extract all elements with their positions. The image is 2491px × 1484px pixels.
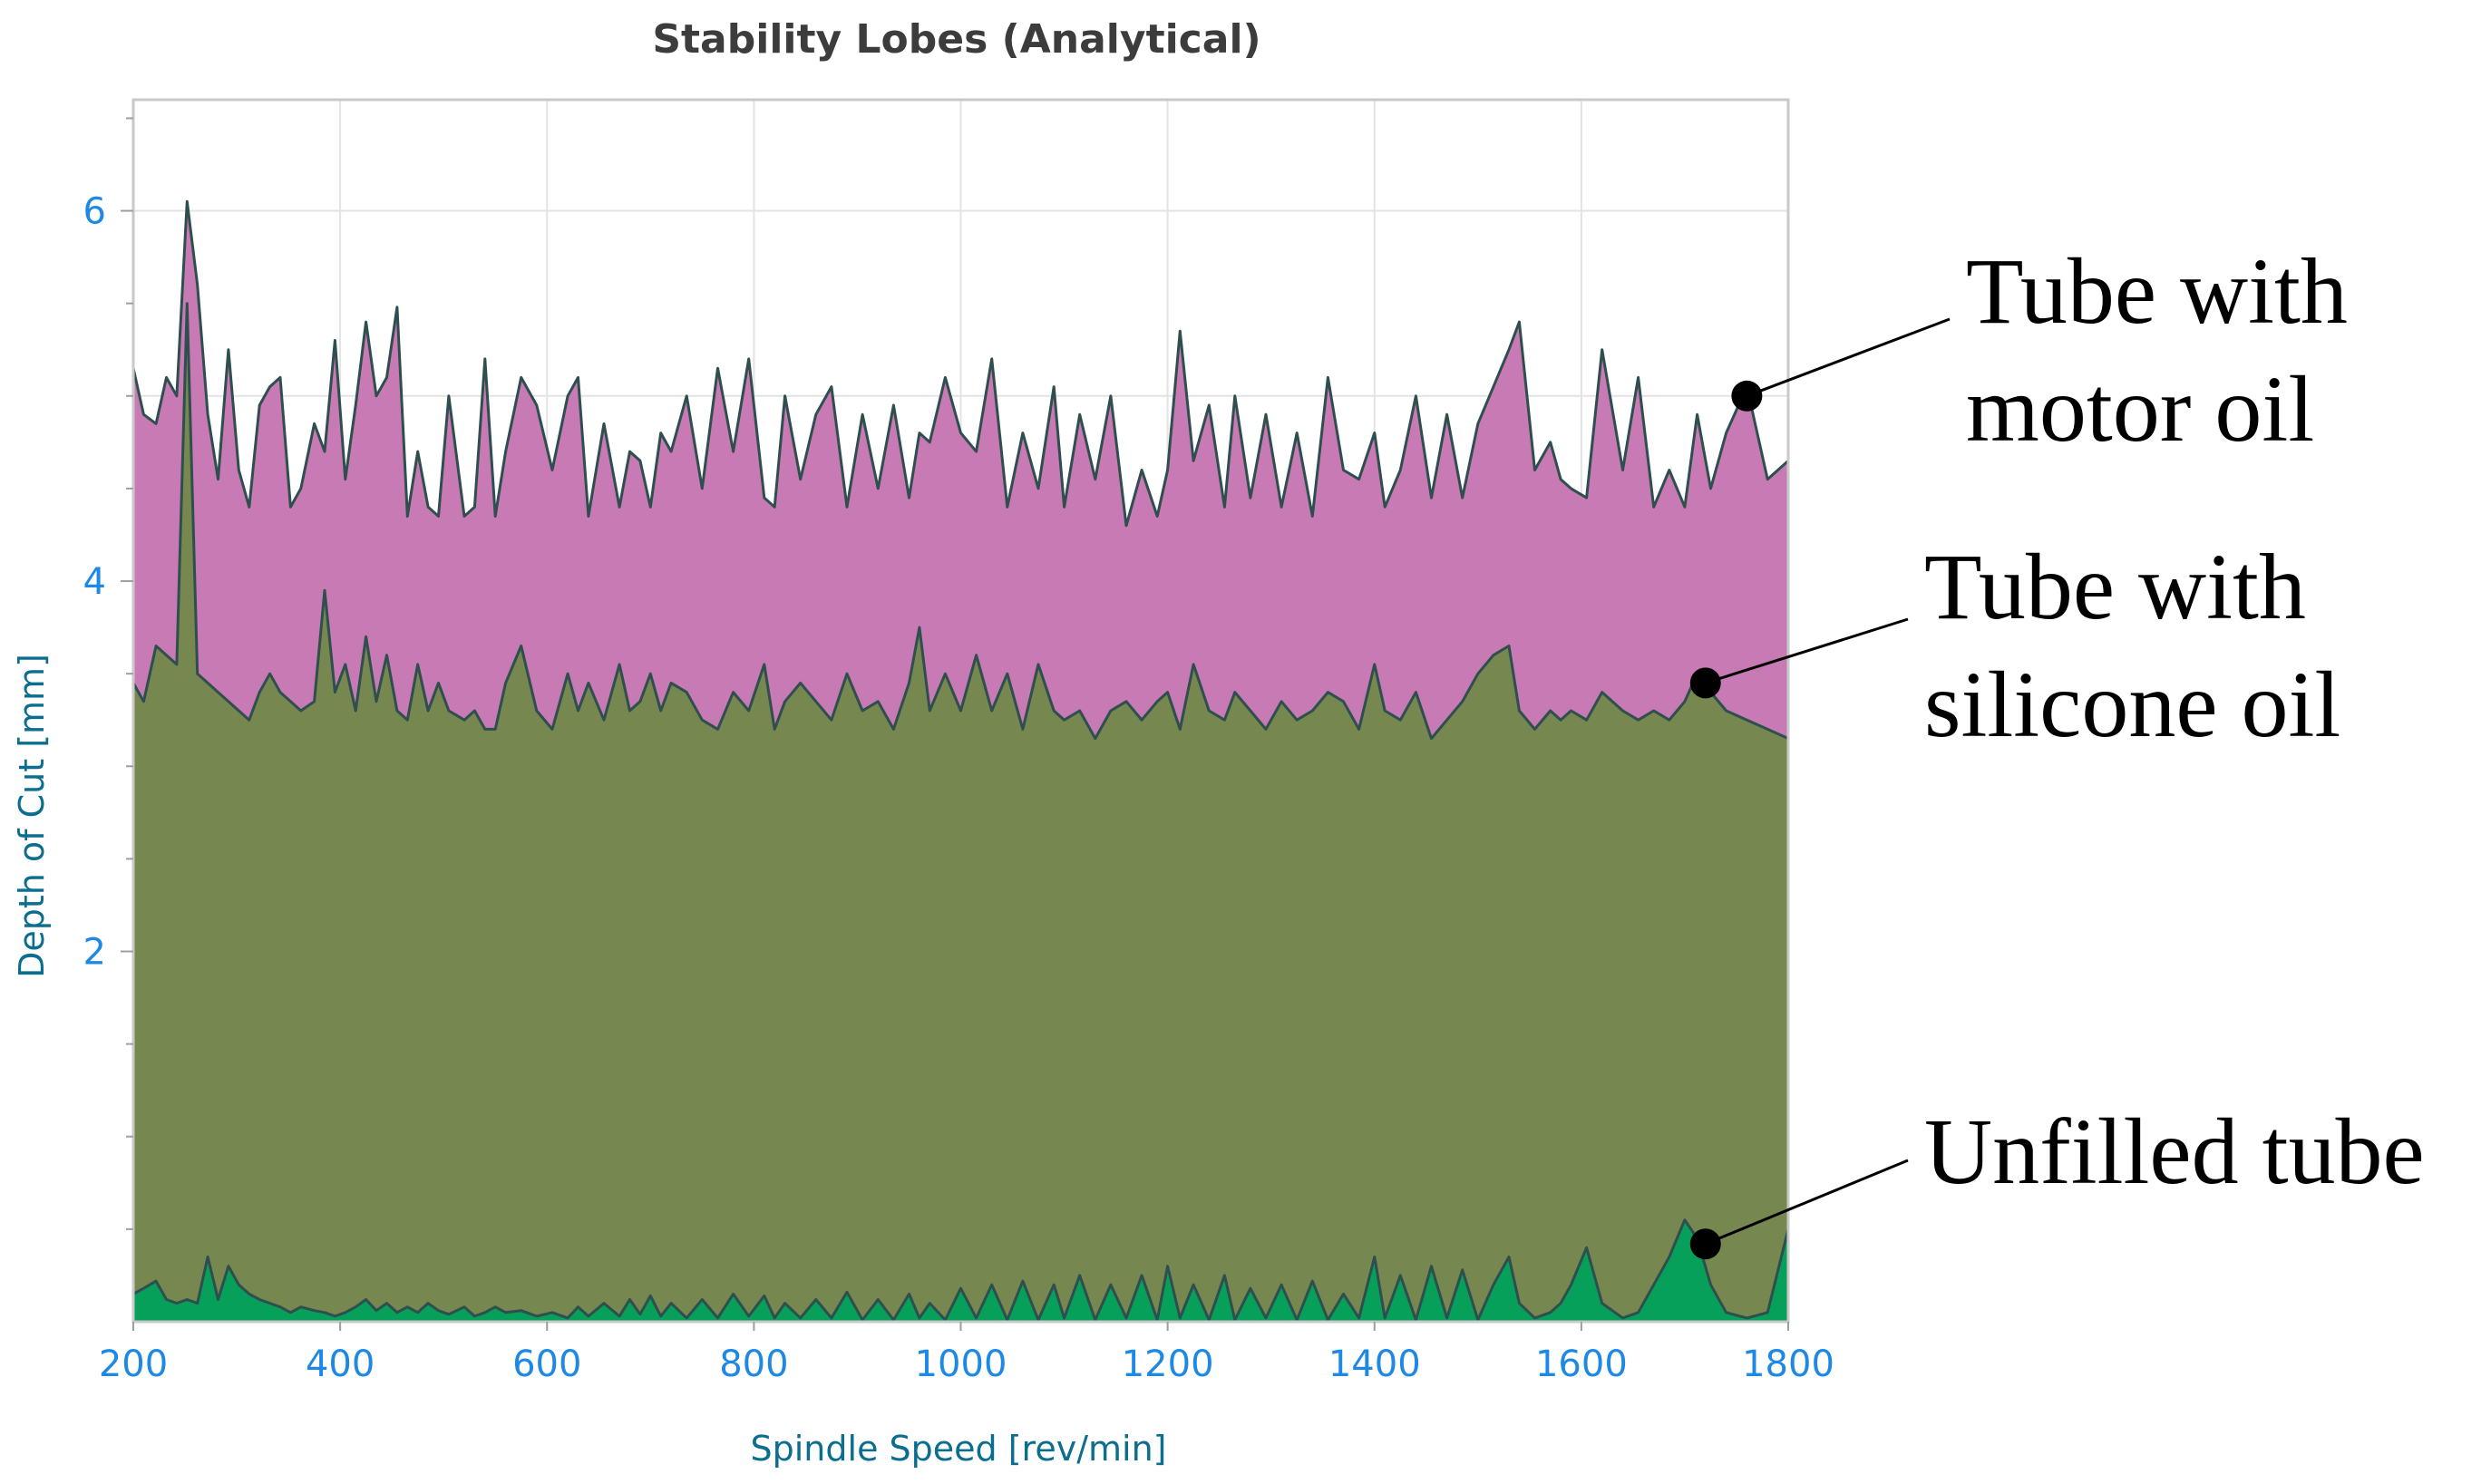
- line-tube-with-motor-oil: [131, 199, 1790, 528]
- line-unfilled-tube: [132, 1218, 1790, 1322]
- y-tick-label-4: 4: [83, 561, 106, 603]
- area-layer: [131, 199, 1790, 1323]
- x-tick-label-1800: 1800: [1742, 1343, 1834, 1385]
- annotation-label-0-1: motor oil: [1966, 357, 2314, 461]
- x-axis-label: Spindle Speed [rev/min]: [751, 1429, 1167, 1469]
- x-tick-label-200: 200: [99, 1343, 168, 1385]
- annotation-leader-0: [1746, 317, 1951, 398]
- x-tick-label-600: 600: [512, 1343, 581, 1385]
- annotation-label-0-0: Tube with: [1966, 239, 2348, 344]
- x-tick-label-1200: 1200: [1122, 1343, 1214, 1385]
- line-tube-with-silicone-oil: [131, 302, 1789, 741]
- x-tick-label-1600: 1600: [1535, 1343, 1628, 1385]
- annotation-marker-1: [1689, 667, 1721, 699]
- x-tick-label-800: 800: [719, 1343, 788, 1385]
- annotation-label-2-0: Unfilled tube: [1924, 1100, 2425, 1204]
- y-tick-label-2: 2: [83, 932, 106, 974]
- tick-layer: 200 400 600 800 1000 1200 1400 1600 1800 2 4 6: [83, 117, 1834, 1385]
- annotation-marker-2: [1689, 1228, 1721, 1260]
- annotation-label-1-1: silicone oil: [1924, 653, 2340, 757]
- annotation-layer: Tube with motor oil Tube with silicone oil U…: [1689, 239, 2425, 1260]
- x-tick-label-400: 400: [306, 1343, 375, 1385]
- annotation-leader-2: [1705, 1159, 1909, 1246]
- annotation-leader-1: [1705, 617, 1909, 684]
- area-unfilled-tube: [133, 1219, 1788, 1322]
- y-tick-label-6: 6: [83, 191, 106, 233]
- chart-title: Stability Lobes (Analytical): [652, 16, 1260, 63]
- x-tick-label-1000: 1000: [915, 1343, 1007, 1385]
- annotation-label-1-0: Tube with: [1924, 535, 2306, 639]
- x-tick-label-1400: 1400: [1328, 1343, 1421, 1385]
- area-tube-with-silicone-oil: [133, 303, 1788, 1323]
- annotation-marker-0: [1731, 380, 1763, 412]
- y-axis-label: Depth of Cut [mm]: [12, 654, 52, 978]
